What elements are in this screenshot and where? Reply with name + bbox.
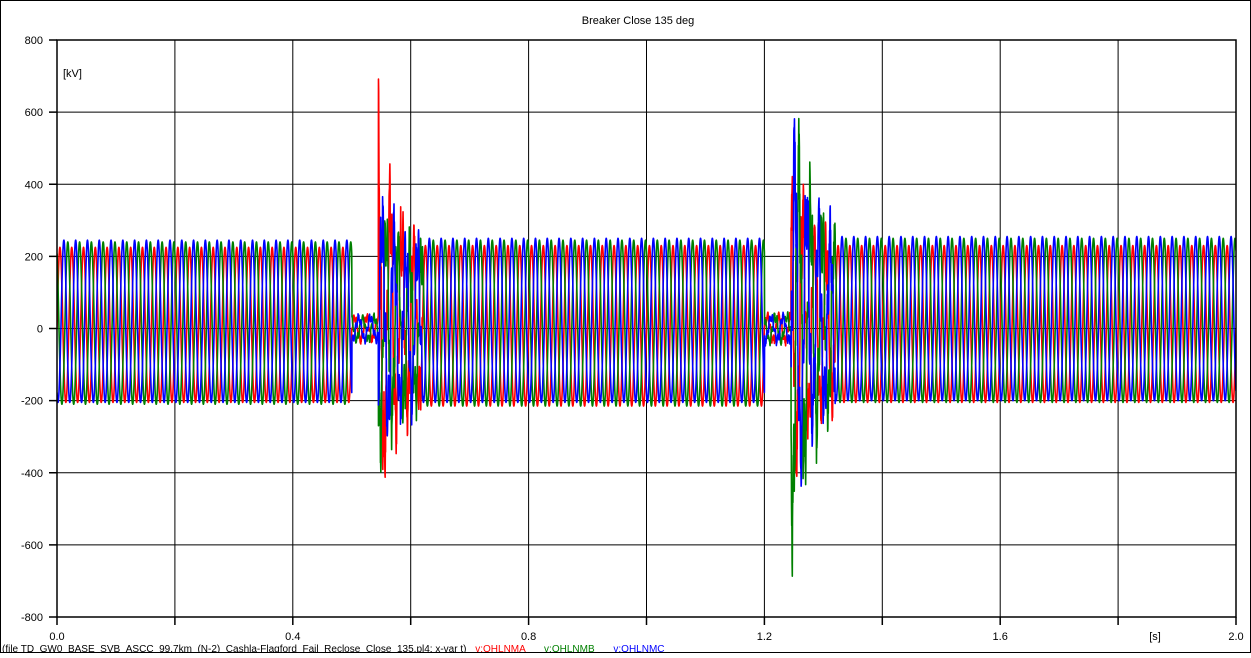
legend-entry-ohlnmb: v:OHLNMB	[544, 644, 595, 653]
y-axis-unit: [kV]	[63, 68, 82, 80]
y-tick-label: -600	[21, 540, 43, 552]
footer-caption: (file TD_GW0_BASE_SVB_ASCC_99.7km_(N-2)_…	[2, 644, 665, 653]
y-tick-label: 800	[25, 35, 43, 47]
y-tick-label: -400	[21, 468, 43, 480]
footer-file-label: (file TD_GW0_BASE_SVB_ASCC_99.7km_(N-2)_…	[2, 644, 466, 653]
y-tick-label: 0	[37, 324, 43, 336]
y-tick-label: -800	[21, 612, 43, 624]
x-tick-label: 2.0	[1228, 631, 1243, 643]
x-tick-label: 0.4	[285, 631, 300, 643]
series-line-vohlnmb	[57, 117, 1236, 577]
y-tick-label: 600	[25, 107, 43, 119]
legend-entry-ohlnmc: v:OHLNMC	[613, 644, 664, 653]
x-tick-label: 1.6	[993, 631, 1008, 643]
y-tick-label: 200	[25, 251, 43, 263]
y-tick-label: -200	[21, 396, 43, 408]
x-tick-label: 1.2	[757, 631, 772, 643]
y-tick-label: 400	[25, 179, 43, 191]
series-line-vohlnmc	[57, 118, 1236, 487]
series-line-vohlnma	[57, 78, 1236, 479]
legend-entry-ohlnma: v:OHLNMA	[475, 644, 526, 653]
chart-title: Breaker Close 135 deg	[582, 15, 695, 27]
series-layer	[57, 78, 1236, 577]
x-tick-label: 0.0	[49, 631, 64, 643]
tick-layer: -800 -600 -400 -200 0 200 400 600 800 0.0 0.4 0.8 1.…	[21, 35, 1244, 643]
x-axis-unit: [s]	[1149, 631, 1161, 643]
x-tick-label: 0.8	[521, 631, 536, 643]
